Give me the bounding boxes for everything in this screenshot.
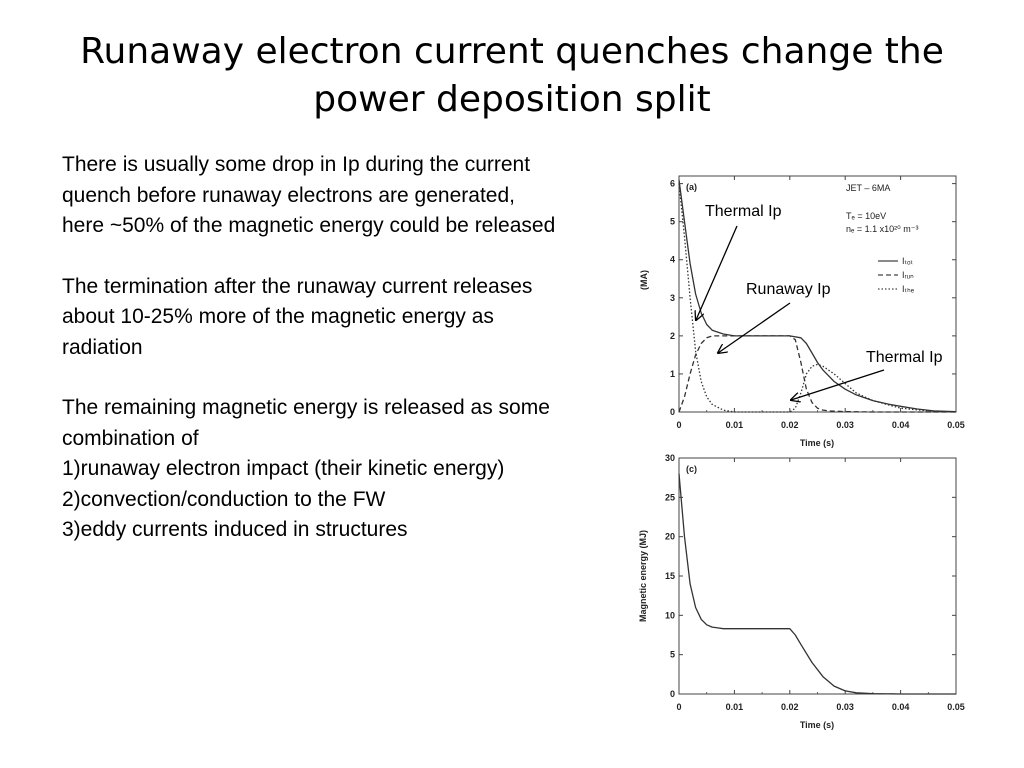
y-tick-label: 5 [670,217,675,227]
chart-panel-c: 0 0.01 0.02 0.03 0.04 0.05 0 5 10 15 20 25 30 (c) Ma… [638,453,965,730]
slide-body: There is usually some drop in Ip during … [62,150,562,576]
x-axis-label-a: Time (s) [800,438,834,448]
list-item: 3)eddy currents induced in structures [62,518,408,541]
annotation-line: nₑ = 1.1 x10²⁰ m⁻³ [846,224,918,234]
y-tick-label: 3 [670,293,675,303]
y-tick-label: 1 [670,369,675,379]
y-tick-label: 5 [670,650,675,660]
x-tick-label: 0.02 [781,702,799,712]
title-line-1: Runaway electron current quenches change… [80,31,944,72]
series-line-Irun [678,335,956,413]
x-tick-label: 0.01 [726,420,744,430]
callout-arrow-thermal-ip-1 [696,225,738,320]
panel-label-c: (c) [686,464,697,474]
y-tick-label: 4 [670,255,675,265]
title-line-2: power deposition split [313,79,711,120]
y-tick-label: 6 [670,179,675,189]
annotation-line: Tₑ = 10eV [846,211,886,221]
y-axis-label-a: (MA) [639,270,649,290]
y-tick-label: 20 [665,532,675,542]
chart-panel-a: 0 0.01 0.02 0.03 0.04 0.05 0 1 2 3 4 5 6 (a) JET – 6… [639,175,965,448]
series-line-magnetic_energy [678,473,956,695]
y-tick-label: 15 [665,571,675,581]
paragraph-1: There is usually some drop in Ip during … [62,153,556,237]
x-tick-label: 0 [676,702,681,712]
y-tick-label: 25 [665,492,675,502]
callout-thermal-ip-1: Thermal Ip [705,203,782,220]
annotation-line: JET – 6MA [846,183,890,193]
y-tick-label: 0 [670,407,675,417]
y-tick-label: 0 [670,689,675,699]
y-tick-label: 10 [665,610,675,620]
panel-label-a: (a) [686,182,697,192]
paragraph-3-intro: The remaining magnetic energy is release… [62,396,550,450]
y-tick-label: 30 [665,453,675,463]
list-item: 1)runaway electron impact (their kinetic… [62,457,505,480]
legend-a: Iₜₒₜ Iᵣᵤₙ Iₜₕₑ [878,256,915,294]
callout-runaway-ip: Runaway Ip [746,281,831,298]
callout-arrow-thermal-ip-2 [791,369,885,400]
callout-thermal-ip-2: Thermal Ip [866,349,943,366]
x-tick-label: 0 [676,420,681,430]
y-axis-label-c: Magnetic energy (MJ) [638,530,648,622]
x-tick-label: 0.02 [781,420,799,430]
x-tick-label: 0.01 [726,702,744,712]
y-tick-label: 2 [670,331,675,341]
legend-label: Iₜₒₜ [902,256,914,266]
plot-frame-c [678,457,957,695]
x-tick-label: 0.05 [947,420,965,430]
x-tick-label: 0.05 [947,702,965,712]
x-tick-label: 0.03 [836,702,854,712]
callouts: Thermal Ip Runaway Ip Thermal Ip [696,203,943,400]
callout-arrow-runaway-ip [718,302,791,353]
slide-title: Runaway electron current quenches change… [40,28,984,124]
x-axis-label-c: Time (s) [800,720,834,730]
paragraph-3: The remaining magnetic energy is release… [62,393,562,546]
x-tick-label: 0.03 [836,420,854,430]
legend-label: Iᵣᵤₙ [902,270,914,280]
legend-label: Iₜₕₑ [902,284,915,294]
paragraph-2: The termination after the runaway curren… [62,274,533,359]
x-tick-label: 0.04 [892,420,910,430]
x-tick-label: 0.04 [892,702,910,712]
list-item: 2)convection/conduction to the FW [62,487,386,511]
